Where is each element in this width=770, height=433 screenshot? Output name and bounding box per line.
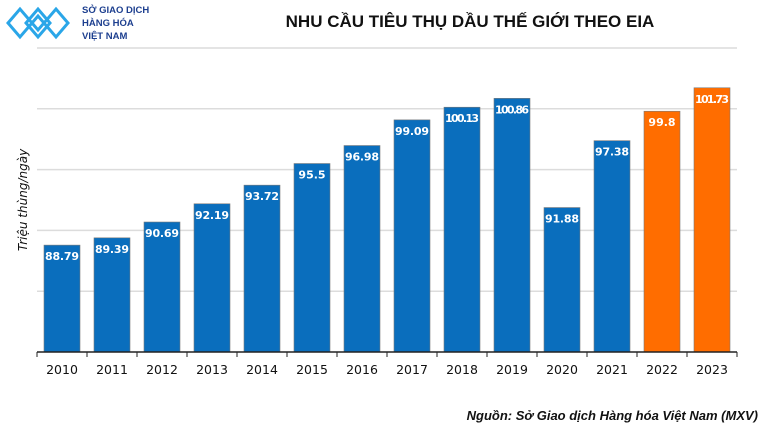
- logo-text-2: HÀNG HÓA: [82, 18, 134, 29]
- logo-text-3: VIỆT NAM: [82, 31, 128, 42]
- logo: SỞ GIAO DỊCH HÀNG HÓA VIỆT NAM: [6, 3, 176, 45]
- data-label: 100.86: [495, 103, 529, 116]
- data-label: 100.13: [445, 112, 479, 125]
- data-label: 96.98: [345, 151, 379, 164]
- x-tick-label: 2015: [296, 362, 328, 377]
- data-label: 99.8: [648, 116, 675, 129]
- data-label: 90.69: [145, 227, 179, 240]
- data-label: 97.38: [595, 146, 629, 159]
- data-label: 93.72: [245, 190, 279, 203]
- x-tick-label: 2020: [546, 362, 578, 377]
- data-label: 88.79: [45, 250, 79, 263]
- data-label: 101.73: [695, 93, 729, 106]
- source-note: Nguồn: Sở Giao dịch Hàng hóa Việt Nam (M…: [466, 408, 758, 423]
- bar-2013: [193, 203, 231, 353]
- data-label: 89.39: [95, 243, 129, 256]
- bar-2010: [43, 244, 81, 353]
- bar-2014: [243, 184, 281, 353]
- bar-2022: [643, 110, 681, 353]
- x-tick-label: 2012: [146, 362, 178, 377]
- bar-2020: [543, 207, 581, 353]
- x-tick-label: 2017: [396, 362, 428, 377]
- bar-2011: [93, 237, 131, 353]
- x-tick-label: 2016: [346, 362, 378, 377]
- bar-2012: [143, 221, 181, 353]
- bar-2017: [393, 119, 431, 353]
- x-tick-label: 2023: [696, 362, 728, 377]
- bar-2015: [293, 163, 331, 353]
- chart-title: NHU CẦU TIÊU THỤ DẦU THẾ GIỚI THEO EIA: [285, 12, 655, 31]
- bar-2021: [593, 140, 631, 353]
- x-tick-label: 2021: [596, 362, 628, 377]
- data-label: 91.88: [545, 213, 579, 226]
- logo-mark-icon: [6, 6, 70, 40]
- logo-text: SỞ GIAO DỊCH HÀNG HÓA VIỆT NAM: [82, 4, 149, 43]
- data-label: 95.5: [298, 169, 325, 182]
- data-label: 99.09: [395, 125, 429, 138]
- y-axis-label: Triệu thùng/ngày: [16, 148, 30, 251]
- logo-text-1: SỞ GIAO DỊCH: [82, 5, 150, 16]
- x-tick-label: 2022: [646, 362, 678, 377]
- bar-2023: [693, 87, 731, 353]
- x-tick-label: 2011: [96, 362, 128, 377]
- bar-2018: [443, 106, 481, 353]
- x-tick-label: 2010: [46, 362, 78, 377]
- x-tick-label: 2013: [196, 362, 228, 377]
- x-tick-label: 2014: [246, 362, 278, 377]
- bar-chart: 88.79 2010 89.39 2011 90.69 2012 92.19 2013 93.7…: [16, 47, 738, 377]
- x-tick-label: 2019: [496, 362, 528, 377]
- data-label: 92.19: [195, 209, 229, 222]
- x-tick-label: 2018: [446, 362, 478, 377]
- bar-2016: [343, 145, 381, 353]
- bar-2019: [493, 98, 531, 353]
